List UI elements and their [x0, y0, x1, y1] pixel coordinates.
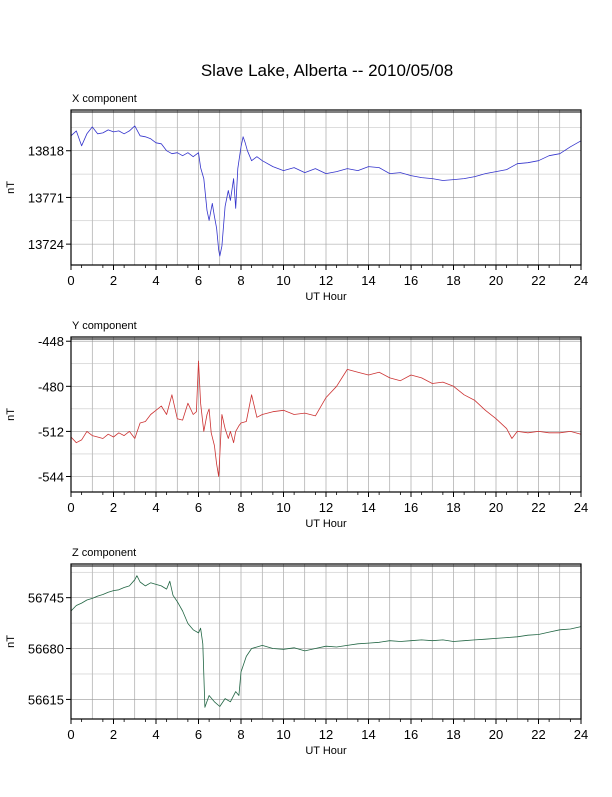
x-tick-label: 22 [531, 273, 545, 288]
x-tick-label: 4 [152, 727, 159, 742]
x-tick-label: 2 [110, 727, 117, 742]
y-tick-label: -480 [38, 379, 64, 394]
x-tick-label: 18 [446, 273, 460, 288]
x-tick-label: 6 [195, 727, 202, 742]
y-tick-label: 56745 [28, 591, 64, 606]
x-tick-label: 12 [319, 273, 333, 288]
x-tick-label: 4 [152, 500, 159, 515]
x-tick-label: 6 [195, 500, 202, 515]
x-tick-label: 12 [319, 727, 333, 742]
x-tick-label: 14 [361, 273, 375, 288]
x-tick-label: 0 [67, 727, 74, 742]
y-tick-label: 13771 [28, 190, 64, 205]
x-tick-label: 8 [237, 273, 244, 288]
x-tick-label: 16 [404, 727, 418, 742]
x-tick-label: 18 [446, 727, 460, 742]
x-axis-label: UT Hour [305, 518, 347, 530]
x-tick-label: 16 [404, 273, 418, 288]
x-tick-label: 2 [110, 500, 117, 515]
x-axis-label: UT Hour [305, 291, 347, 303]
x-tick-label: 0 [67, 500, 74, 515]
y-tick-label: 13818 [28, 144, 64, 159]
y-tick-label: -512 [38, 424, 64, 439]
y-axis-label: nT [5, 181, 17, 194]
x-tick-label: 24 [574, 273, 588, 288]
x-tick-label: 20 [489, 273, 503, 288]
series-line [70, 575, 582, 708]
series-line [70, 125, 582, 257]
y-tick-label: 56680 [28, 642, 64, 657]
y-axis-label: nT [5, 635, 17, 648]
x-tick-label: 6 [195, 273, 202, 288]
y-tick-label: -544 [38, 470, 64, 485]
x-tick-label: 18 [446, 500, 460, 515]
x-tick-label: 4 [152, 273, 159, 288]
x-tick-label: 24 [574, 727, 588, 742]
x-tick-label: 8 [237, 727, 244, 742]
x-tick-label: 0 [67, 273, 74, 288]
y-tick-label: 56615 [28, 692, 64, 707]
x-axis-label: UT Hour [305, 745, 347, 757]
x-tick-label: 20 [489, 727, 503, 742]
x-tick-label: 10 [276, 273, 290, 288]
x-tick-label: 14 [361, 500, 375, 515]
y-axis-label: nT [5, 408, 17, 421]
x-tick-label: 20 [489, 500, 503, 515]
panel-label: X component [72, 93, 137, 105]
y-tick-label: 13724 [28, 237, 64, 252]
x-tick-label: 24 [574, 500, 588, 515]
x-tick-label: 12 [319, 500, 333, 515]
x-tick-label: 2 [110, 273, 117, 288]
x-tick-label: 22 [531, 500, 545, 515]
x-tick-label: 10 [276, 500, 290, 515]
x-tick-label: 22 [531, 727, 545, 742]
panel-label: Y component [72, 320, 137, 332]
chart-title: Slave Lake, Alberta -- 2010/05/08 [201, 61, 453, 80]
y-tick-label: -448 [38, 334, 64, 349]
x-tick-label: 16 [404, 500, 418, 515]
x-tick-label: 14 [361, 727, 375, 742]
x-tick-label: 10 [276, 727, 290, 742]
x-tick-label: 8 [237, 500, 244, 515]
panel-label: Z component [72, 547, 136, 559]
series-line [70, 360, 582, 477]
